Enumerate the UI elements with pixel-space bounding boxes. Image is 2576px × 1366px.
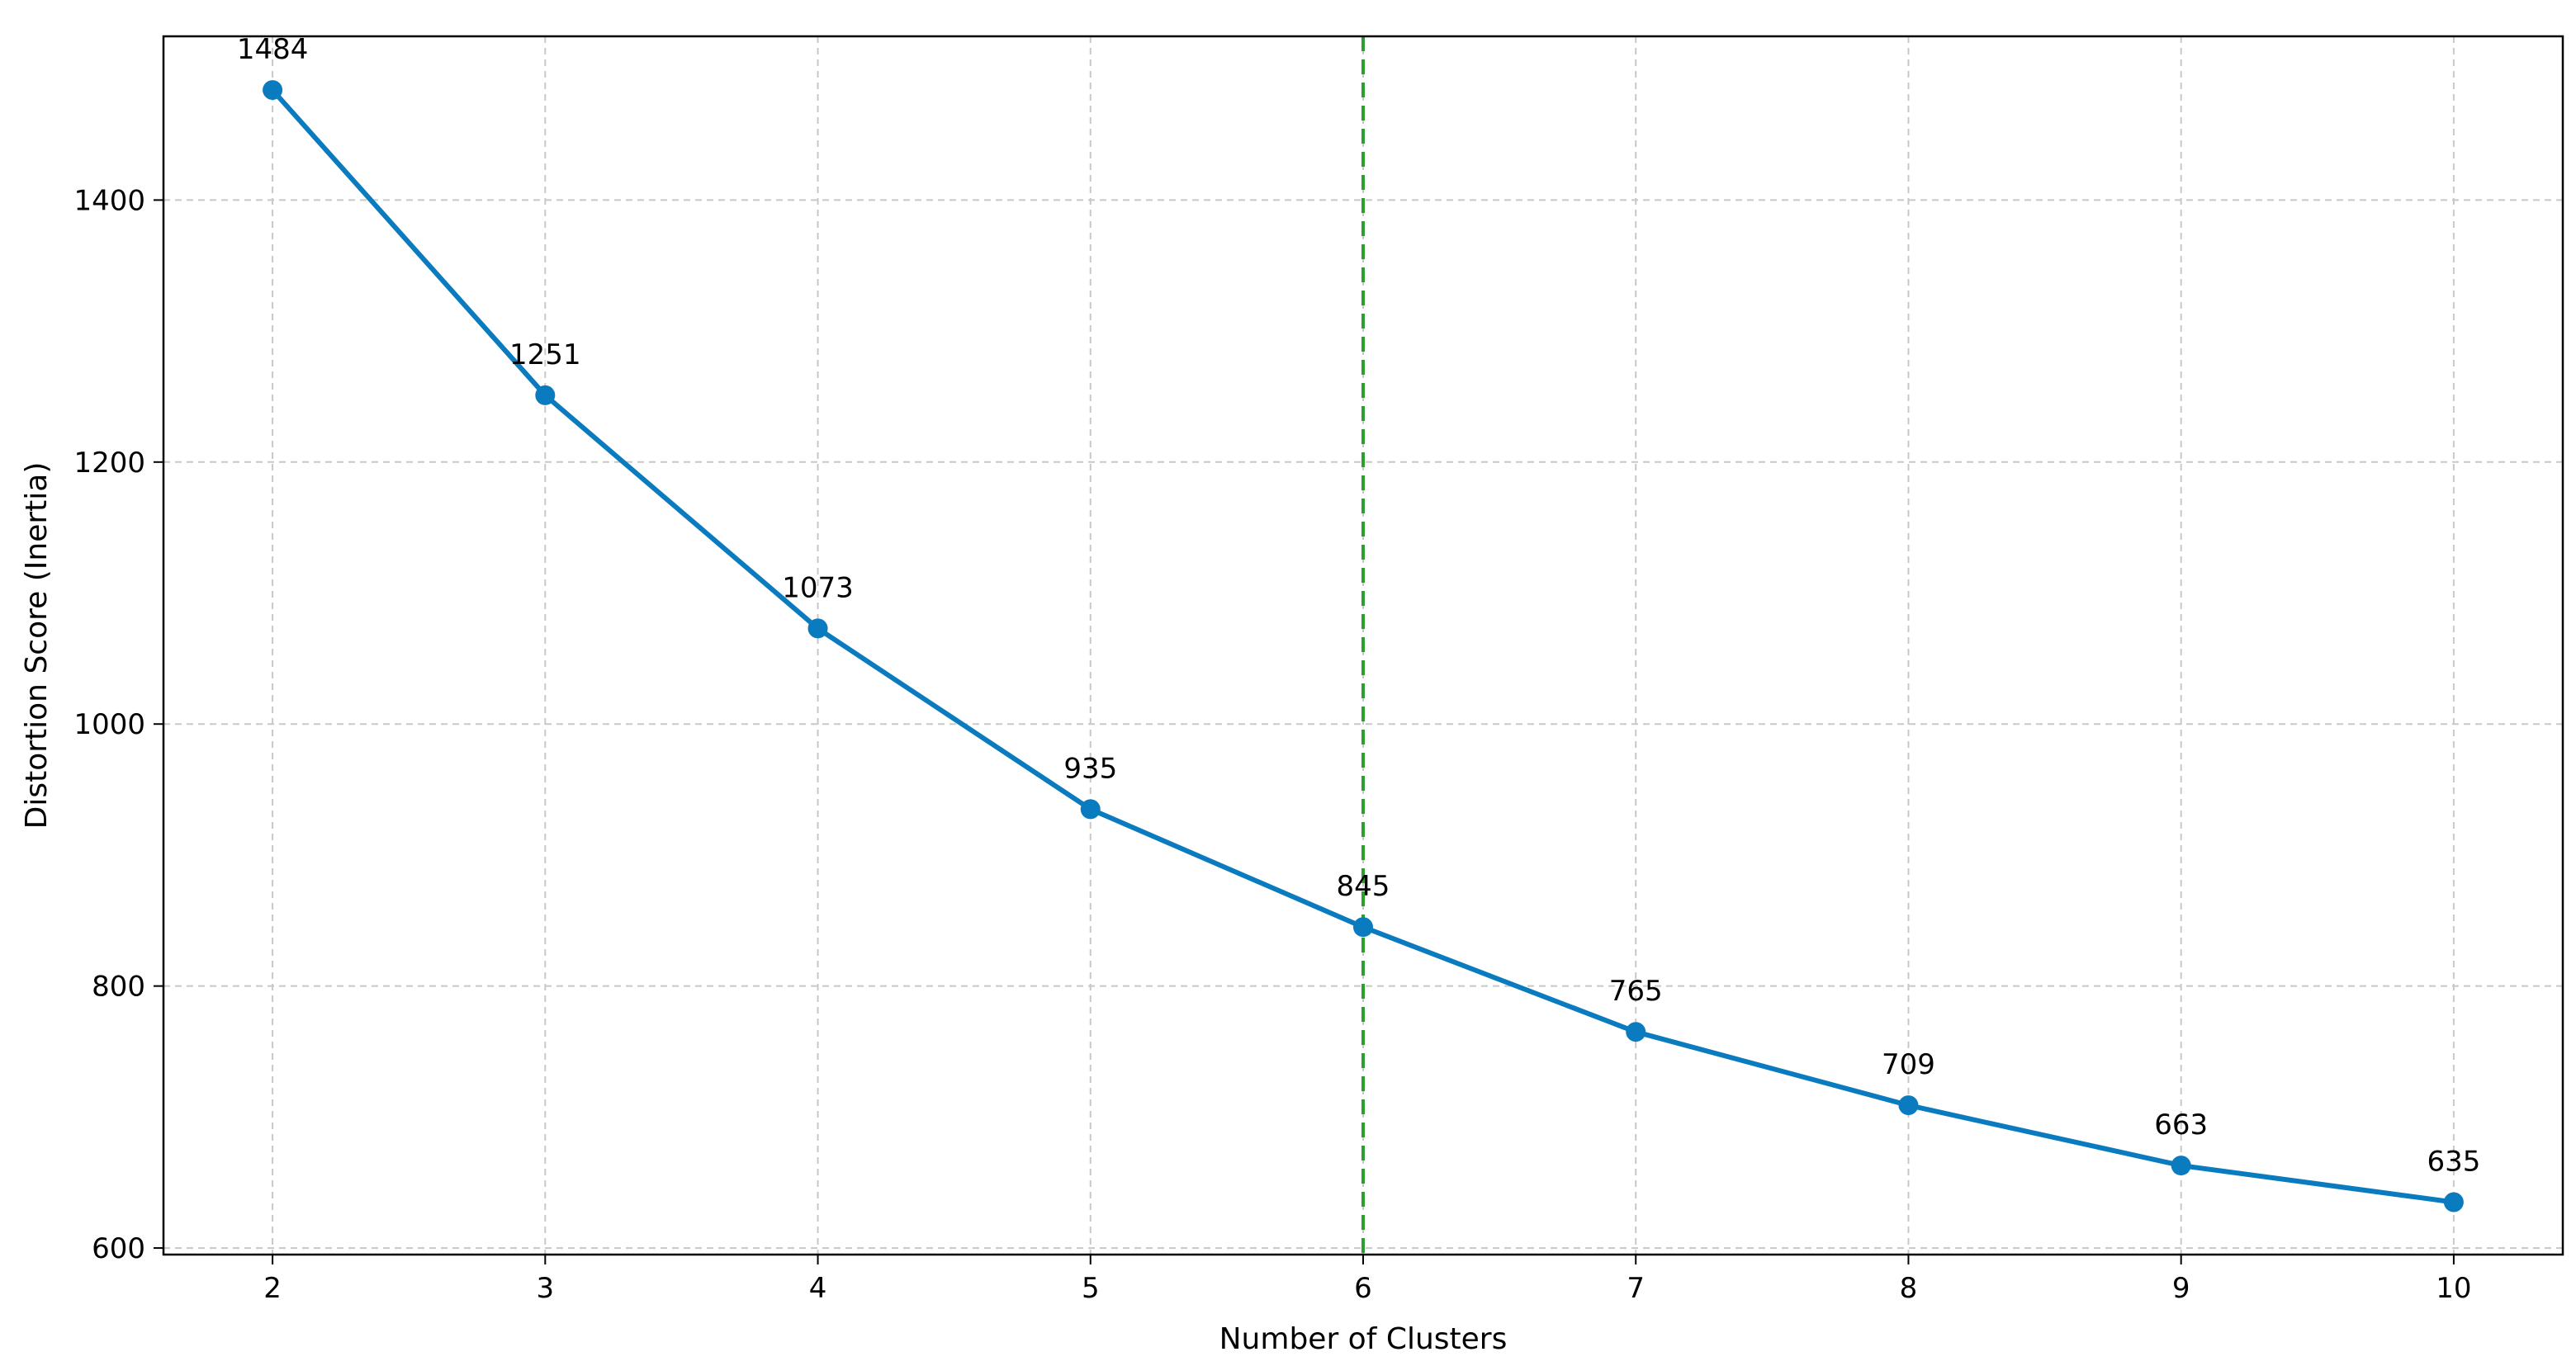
data-point bbox=[2443, 1192, 2464, 1212]
x-tick-label: 5 bbox=[1082, 1272, 1100, 1305]
y-tick-label: 1200 bbox=[73, 447, 145, 480]
data-point bbox=[535, 385, 556, 405]
y-tick-label: 1000 bbox=[73, 708, 145, 741]
data-label: 1251 bbox=[509, 338, 581, 371]
x-tick-label: 4 bbox=[809, 1272, 827, 1305]
data-point bbox=[807, 618, 828, 639]
data-label: 845 bbox=[1337, 870, 1390, 903]
y-tick-label: 600 bbox=[92, 1232, 145, 1265]
data-point bbox=[1898, 1095, 1919, 1116]
x-tick-label: 8 bbox=[1900, 1272, 1918, 1305]
x-tick-label: 9 bbox=[2172, 1272, 2190, 1305]
x-tick-label: 2 bbox=[263, 1272, 282, 1305]
y-axis-ticks: 600 800 1000 1200 1400 bbox=[73, 184, 163, 1265]
data-point bbox=[1626, 1022, 1646, 1042]
data-label: 765 bbox=[1609, 975, 1663, 1008]
data-label: 663 bbox=[2154, 1108, 2208, 1141]
data-label: 935 bbox=[1063, 752, 1117, 785]
data-point bbox=[1080, 799, 1101, 820]
data-label: 1484 bbox=[237, 33, 309, 66]
x-axis-ticks: 2 3 4 5 6 7 8 9 10 bbox=[263, 1255, 2472, 1305]
data-labels: 1484 1251 1073 935 845 765 709 663 635 bbox=[237, 33, 2481, 1178]
data-point bbox=[2171, 1156, 2191, 1176]
grid bbox=[163, 36, 2563, 1255]
data-point bbox=[1353, 917, 1373, 938]
data-label: 1073 bbox=[782, 571, 854, 604]
x-tick-label: 6 bbox=[1354, 1272, 1372, 1305]
y-tick-label: 800 bbox=[92, 971, 145, 1004]
x-tick-label: 3 bbox=[536, 1272, 554, 1305]
x-tick-label: 10 bbox=[2436, 1272, 2471, 1305]
x-tick-label: 7 bbox=[1627, 1272, 1645, 1305]
data-label: 635 bbox=[2427, 1146, 2480, 1179]
data-label: 709 bbox=[1882, 1048, 1935, 1081]
x-axis-title: Number of Clusters bbox=[1219, 1322, 1508, 1356]
data-point bbox=[263, 80, 283, 101]
points-layer bbox=[263, 80, 2464, 1212]
y-tick-label: 1400 bbox=[73, 184, 145, 217]
y-axis-title: Distortion Score (Inertia) bbox=[20, 462, 54, 830]
